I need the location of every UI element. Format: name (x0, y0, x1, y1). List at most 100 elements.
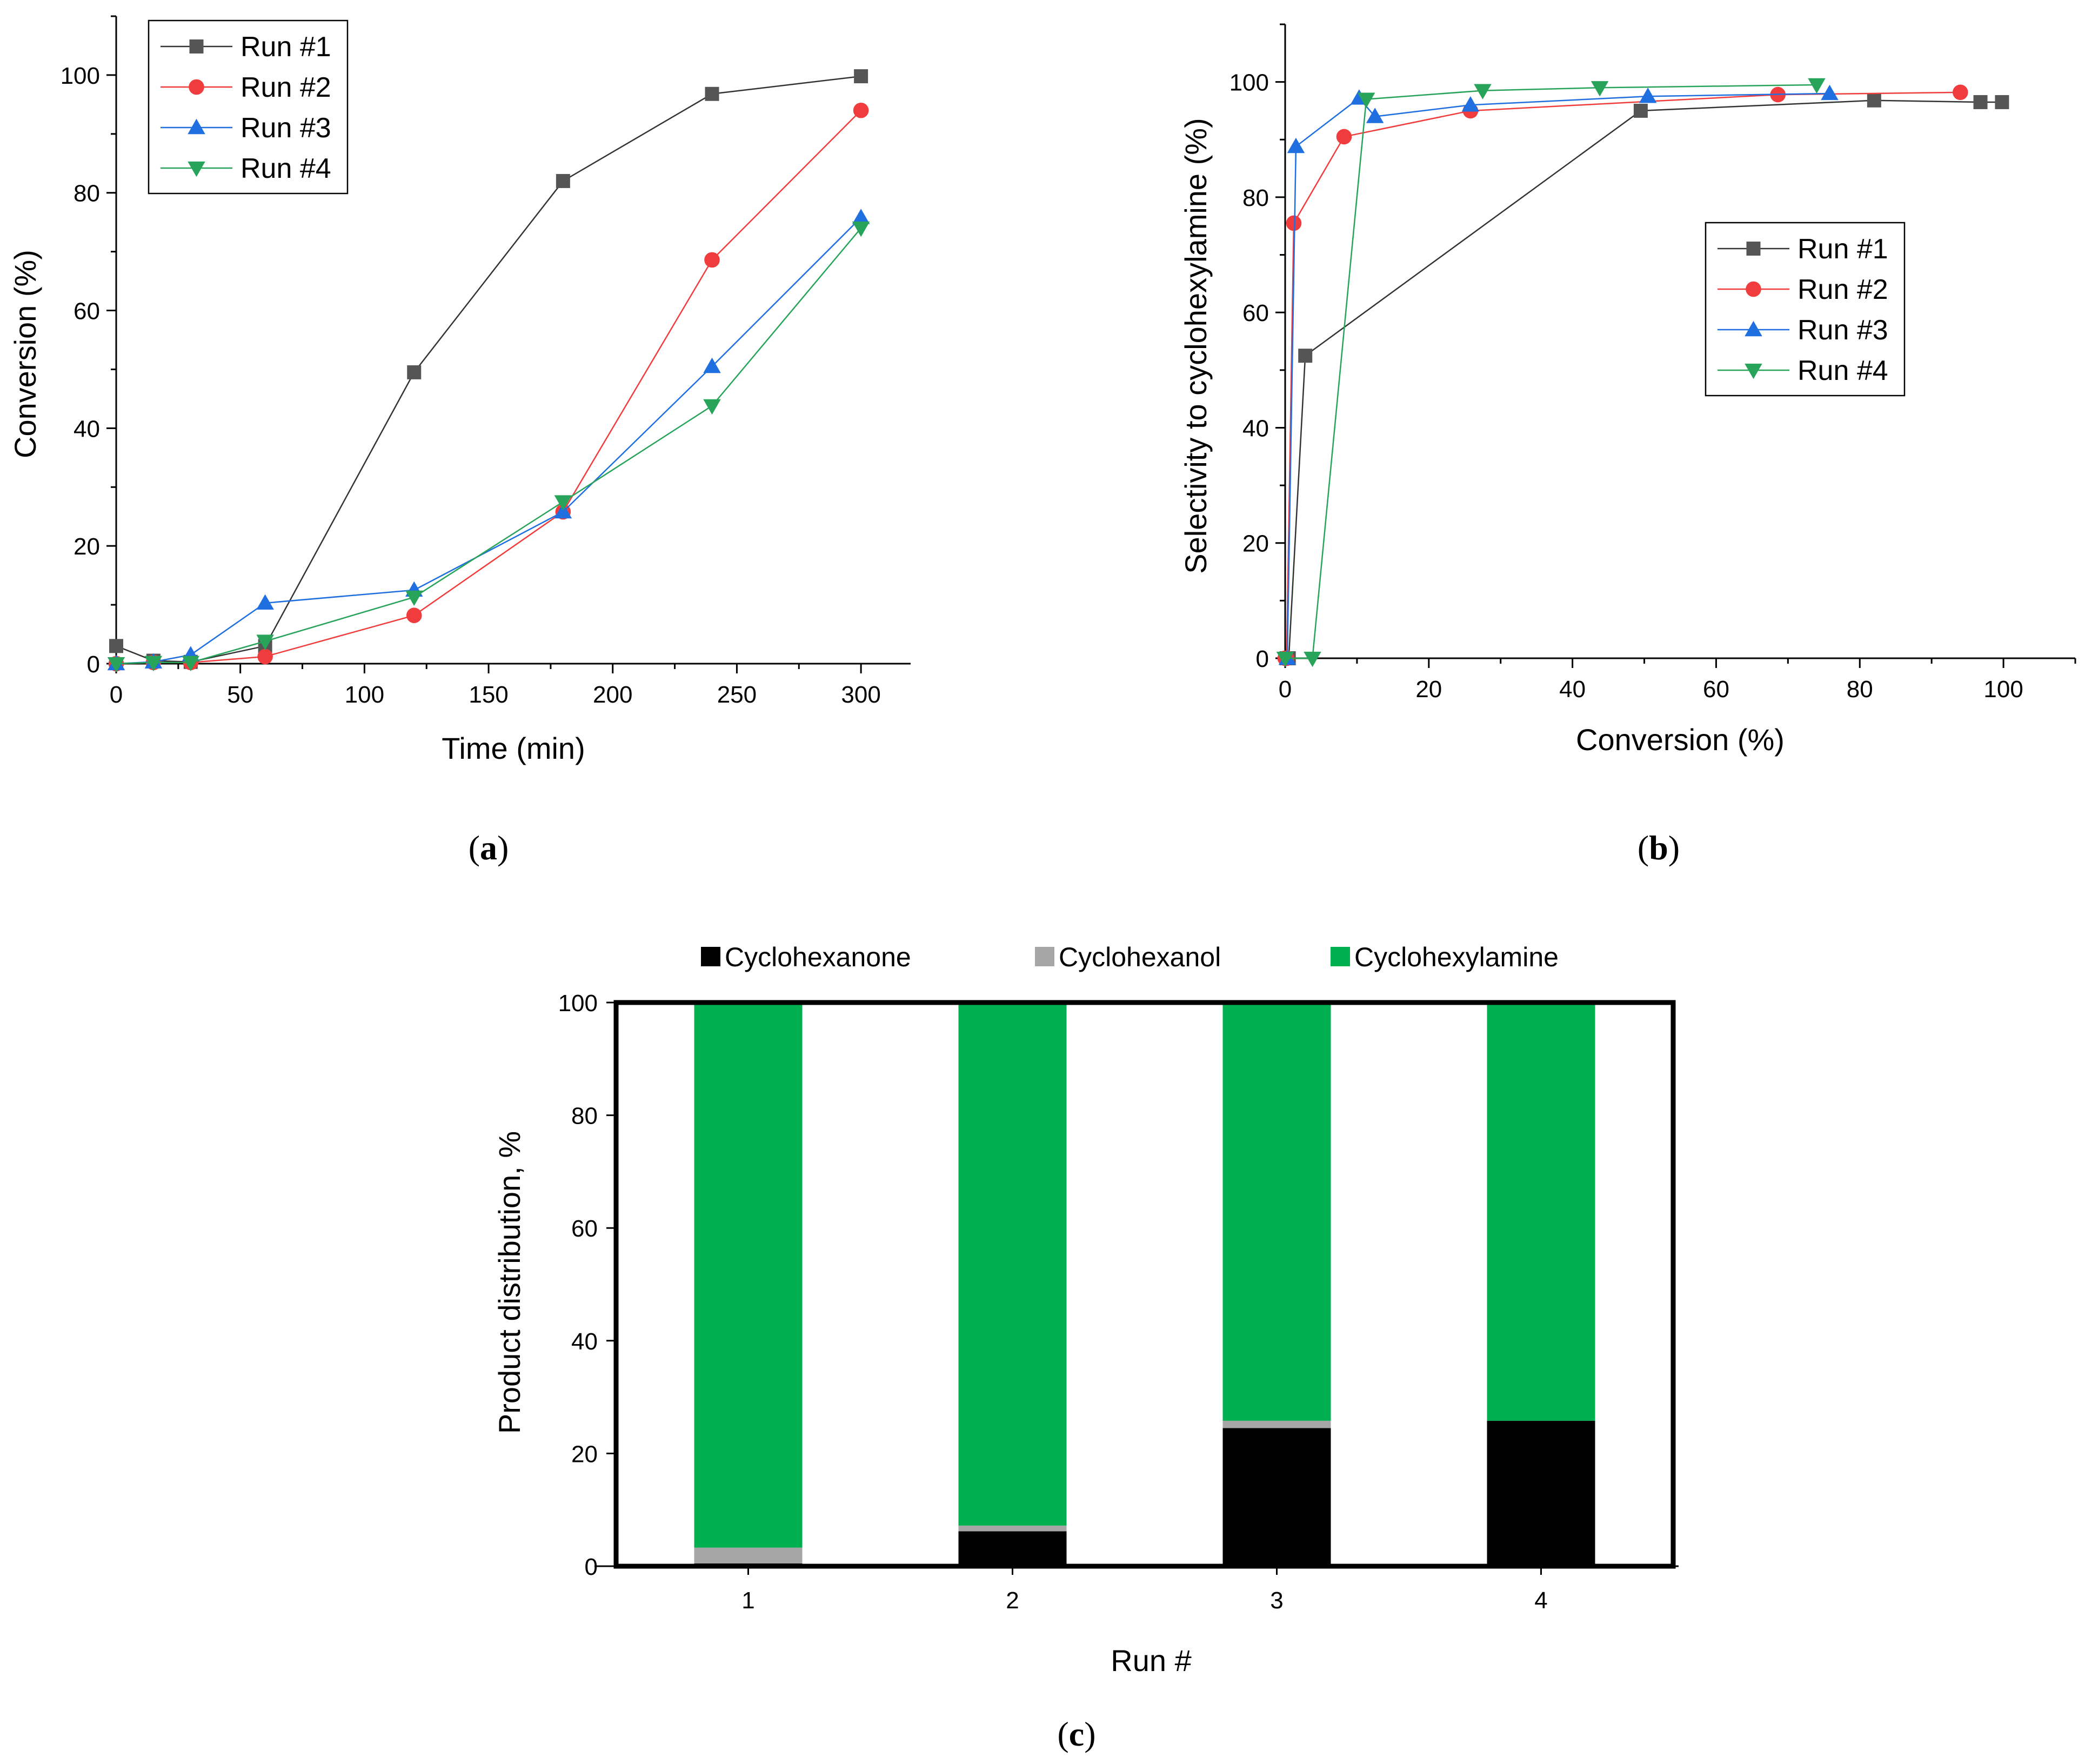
chart-a-series-4-point (554, 495, 572, 511)
chart-b-y-tick-label: 0 (1256, 646, 1269, 672)
chart-a-legend-marker (188, 161, 205, 177)
chart-a-panel-letter: a (480, 828, 497, 867)
chart-b-legend-marker (1746, 242, 1761, 256)
chart-a-series-3-point (554, 503, 572, 519)
chart-b-legend-box (1705, 222, 1906, 397)
chart-a-legend-label: Run #4 (240, 153, 331, 184)
chart-c-panel-label: (c) (1057, 1715, 1095, 1753)
chart-c-bar-cyclohexylamine-run-1 (694, 1003, 803, 1548)
chart-b-legend: Run #1 Run #2 Run #3 Run #4 (1705, 222, 1906, 397)
chart-a-series-4-point (107, 657, 125, 673)
chart-a-series-1-point (556, 173, 570, 188)
chart-b-legend-label: Run #2 (1797, 274, 1888, 305)
chart-b-series-1-point (1298, 349, 1313, 363)
chart-a-series-3-point (703, 357, 721, 373)
chart-c-bar-cyclohexanone-run-3 (1222, 1428, 1331, 1566)
chart-b-legend-label: Run #1 (1797, 233, 1888, 265)
chart-a-legend-marker (189, 39, 204, 54)
chart-c-legend-swatch (701, 947, 720, 966)
chart-b-x-tick-label: 80 (1847, 676, 1873, 703)
chart-a-y-tick-label: 0 (87, 651, 100, 678)
chart-a-x-tick-label: 250 (717, 681, 757, 708)
chart-a-y-axis-label: Conversion (%) (8, 250, 42, 458)
chart-b-legend-label: Run #4 (1797, 355, 1888, 386)
chart-a-series-2-point (257, 649, 273, 665)
chart-a-x-tick-label: 0 (110, 681, 123, 708)
chart-b-series-3-point (1821, 84, 1839, 101)
chart-a-y-tick-label: 100 (61, 63, 100, 89)
chart-b-y-tick-label: 40 (1242, 415, 1269, 442)
chart-c-legend-swatch (1331, 947, 1350, 966)
chart-c-y-axis-label: Product distribution, % (492, 1131, 526, 1434)
chart-c-x-tick-label: 4 (1534, 1587, 1547, 1614)
chart-c-bar-cyclohexanol-run-1 (694, 1547, 803, 1563)
chart-c-y-tick-label: 100 (558, 990, 598, 1017)
chart-b-series-2-point (1336, 129, 1352, 145)
chart-b-x-tick-label: 60 (1703, 676, 1729, 703)
chart-a-panel-label: (a) (469, 828, 509, 867)
chart-b-legend-marker (1745, 320, 1762, 337)
chart-b-panel-letter: b (1649, 828, 1668, 867)
chart-a-y-tick-label: 40 (73, 416, 100, 442)
chart-a-series-1-point (109, 639, 123, 653)
chart-a-series-4-point (182, 656, 200, 672)
chart-b-legend-marker (1746, 281, 1761, 297)
chart-a-x-tick-label: 100 (345, 681, 384, 708)
chart-b-y-tick-label: 100 (1229, 70, 1269, 96)
chart-a-x-tick-label: 200 (593, 681, 632, 708)
chart-a-legend-marker (188, 118, 205, 135)
chart-a-legend-box (148, 19, 349, 195)
chart-b-y-tick-label: 80 (1242, 185, 1269, 211)
chart-b-series-4-point (1276, 651, 1294, 667)
chart-a-x-tick-label: 300 (841, 681, 880, 708)
chart-b-y-axis-label: Selectivity to cyclohexylamine (%) (1179, 118, 1213, 573)
chart-a-series-4-point (703, 399, 721, 415)
chart-c-y-tick-label: 20 (571, 1441, 598, 1467)
chart-b-y-tick-label: 60 (1242, 300, 1269, 326)
chart-a-series-4-point (852, 221, 870, 237)
chart-c-y-tick-label: 40 (571, 1328, 598, 1355)
chart-a: 0 50 100 150 200 250 300 0 20 40 60 80 100 Time (min… (8, 15, 911, 867)
chart-c-y-tick-label: 0 (585, 1554, 598, 1580)
chart-c-x-tick-label: 2 (1006, 1587, 1019, 1614)
chart-c: Cyclohexanone Cyclohexanol Cyclohexylamine… (492, 942, 1679, 1753)
chart-b-series-3-point (1287, 137, 1305, 153)
chart-a-series-4-line (116, 228, 862, 665)
chart-c-x-tick-label: 1 (741, 1587, 754, 1614)
chart-a-y-tick-label: 80 (73, 181, 100, 207)
chart-a-legend-label: Run #3 (240, 112, 331, 144)
chart-a-y-tick-label: 60 (73, 298, 100, 325)
chart-c-bar-cyclohexanone-run-2 (958, 1531, 1067, 1566)
chart-a-legend-label: Run #1 (240, 31, 331, 63)
chart-b-panel-label: (b) (1638, 828, 1680, 867)
chart-b-y-tick-label: 20 (1242, 531, 1269, 557)
chart-b-series-3-point (1366, 108, 1384, 123)
chart-a-series-4-point (144, 656, 163, 672)
chart-b-plot-area: 0 20 40 60 80 100 0 20 40 60 80 100 (1229, 23, 2076, 703)
chart-a-plot-area: 0 50 100 150 200 250 300 0 20 40 60 80 100 (61, 15, 911, 708)
chart-c-x-tick-label: 3 (1270, 1587, 1283, 1614)
chart-b-series-1-point (1995, 95, 2009, 109)
chart-a-series-2-point (406, 607, 422, 623)
chart-a-legend-label: Run #2 (240, 72, 331, 103)
chart-c-y-tick-label: 80 (571, 1103, 598, 1130)
chart-a-series-4-point (256, 634, 274, 650)
chart-c-bar-cyclohexanol-run-3 (1222, 1420, 1331, 1428)
chart-a-series-3-point (852, 209, 870, 224)
chart-c-legend-label: Cyclohexanol (1059, 942, 1221, 972)
chart-a-y-tick-label: 20 (73, 533, 100, 560)
chart-a-series-2-point (704, 252, 720, 268)
chart-c-x-axis-label: Run # (1111, 1643, 1191, 1678)
chart-c-legend-label: Cyclohexylamine (1354, 942, 1559, 972)
chart-b-series-1-point (1973, 95, 1988, 109)
chart-a-legend: Run #1 Run #2 Run #3 Run #4 (148, 19, 349, 195)
chart-c-bar-cyclohexylamine-run-2 (958, 1003, 1067, 1526)
chart-b-series-4-point (1591, 81, 1609, 97)
chart-b-x-tick-label: 0 (1279, 676, 1292, 703)
chart-a-legend-marker (189, 79, 204, 95)
chart-a-x-axis-label: Time (min) (442, 731, 585, 765)
chart-c-panel-letter: c (1069, 1715, 1084, 1753)
chart-b-series-4-point (1808, 78, 1826, 94)
chart-a-series-3-line (116, 217, 862, 665)
